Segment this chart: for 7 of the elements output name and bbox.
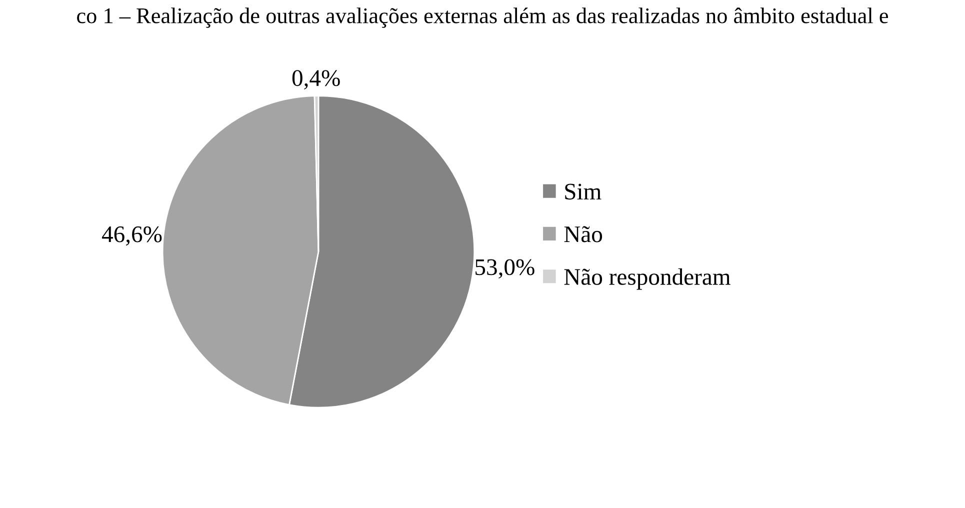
legend-label: Sim: [565, 184, 602, 200]
data-label: 46,6%: [102, 226, 162, 246]
legend-label: Não: [564, 226, 602, 242]
legend-label: Não responderam: [564, 268, 730, 290]
chart-title: co 1 – Realização de outras avaliações externas além as das realizadas no âmbito estadual e: [77, 8, 888, 28]
data-label: 53,0%: [476, 259, 534, 279]
data-label: 0,4%: [292, 70, 340, 90]
